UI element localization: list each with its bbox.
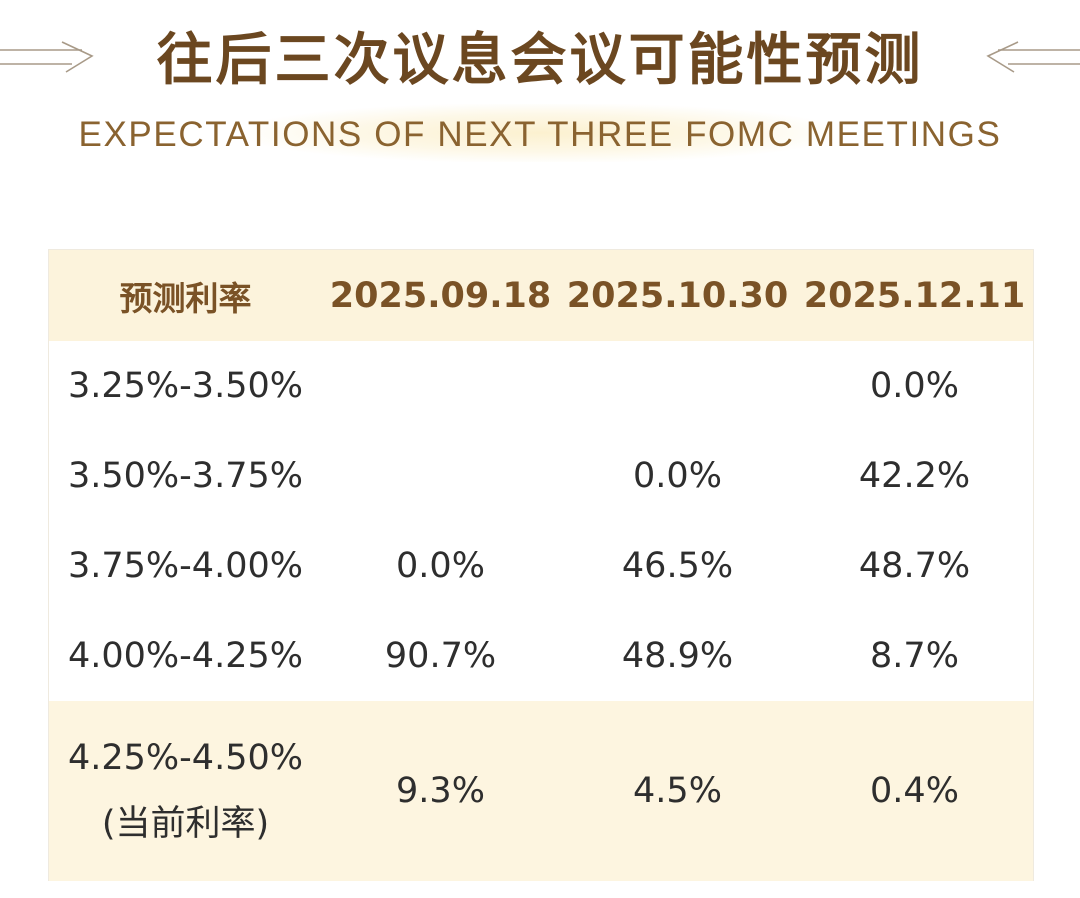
probability-value: 48.9% <box>621 636 734 676</box>
table-row: 3.50%-3.75% 0.0% 42.2% <box>49 431 1033 521</box>
probability-value: 0.0% <box>633 456 722 496</box>
probability-value: 0.0% <box>870 366 959 406</box>
column-header-meeting-3: 2025.12.11 <box>803 275 1026 316</box>
column-header-meeting-2: 2025.10.30 <box>566 275 789 316</box>
probability-value <box>322 341 559 431</box>
current-rate-label: 4.25%-4.50% (当前利率) <box>68 725 303 857</box>
rate-range: 3.25%-3.50% <box>67 366 303 406</box>
rate-range: 4.25%-4.50% <box>67 738 303 778</box>
probability-value: 46.5% <box>621 546 734 586</box>
probability-table: 预测利率 2025.09.18 2025.10.30 2025.12.11 3.… <box>48 249 1034 881</box>
page-subtitle: EXPECTATIONS OF NEXT THREE FOMC MEETINGS <box>78 115 1002 154</box>
probability-value: 4.5% <box>633 771 722 811</box>
table-row: 4.00%-4.25% 90.7% 48.9% 8.7% <box>49 611 1033 701</box>
column-header-rate: 预测利率 <box>119 278 252 318</box>
probability-value: 90.7% <box>384 636 497 676</box>
rate-range: 4.00%-4.25% <box>67 636 303 676</box>
probability-value <box>322 431 559 521</box>
probability-value: 0.4% <box>870 771 959 811</box>
table-header-row: 预测利率 2025.09.18 2025.10.30 2025.12.11 <box>49 250 1033 341</box>
page-header: 往后三次议息会议可能性预测 EXPECTATIONS OF NEXT THREE… <box>0 0 1080 200</box>
decorative-lines-left-icon <box>0 41 94 73</box>
column-header-meeting-1: 2025.09.18 <box>329 275 552 316</box>
page-title: 往后三次议息会议可能性预测 <box>156 28 924 93</box>
decorative-lines-right-icon <box>986 41 1080 73</box>
current-rate-cell: 4.25%-4.50% (当前利率) <box>49 701 322 881</box>
probability-value: 42.2% <box>858 456 971 496</box>
probability-value: 0.0% <box>396 546 485 586</box>
probability-value: 8.7% <box>870 636 959 676</box>
probability-value <box>559 341 796 431</box>
table-row: 3.75%-4.00% 0.0% 46.5% 48.7% <box>49 521 1033 611</box>
current-rate-row: 4.25%-4.50% (当前利率) 9.3% 4.5% 0.4% <box>49 701 1033 881</box>
current-rate-note: (当前利率) <box>101 804 270 844</box>
table-row: 3.25%-3.50% 0.0% <box>49 341 1033 431</box>
rate-range: 3.50%-3.75% <box>67 456 303 496</box>
rate-range: 3.75%-4.00% <box>67 546 303 586</box>
subtitle-highlight <box>250 104 830 162</box>
probability-value: 48.7% <box>858 546 971 586</box>
probability-value: 9.3% <box>396 771 485 811</box>
